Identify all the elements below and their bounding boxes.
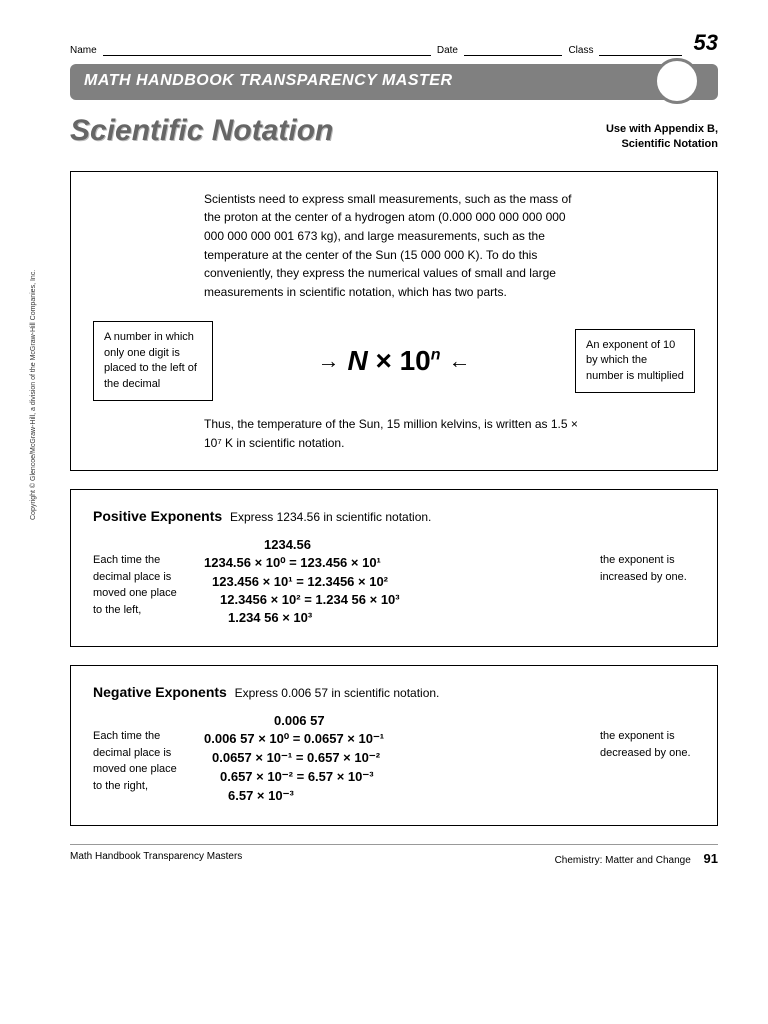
formula-center: → N × 10n ← [223, 345, 565, 377]
main-title: Scientific Notation [70, 114, 333, 148]
positive-exponents-box: Positive Exponents Express 1234.56 in sc… [70, 489, 718, 647]
formula-ten: 10 [400, 345, 431, 376]
neg-line0: 0.006 57 [204, 713, 584, 728]
title-row: Scientific Notation Use with Appendix B,… [70, 114, 718, 153]
positive-title: Positive Exponents [93, 508, 222, 524]
negative-equations: 0.006 57 0.006 57 × 10⁰ = 0.0657 × 10⁻¹ … [204, 710, 584, 807]
positive-equations: 1234.56 1234.56 × 10⁰ = 123.456 × 10¹ 12… [204, 534, 584, 628]
positive-heading: Positive Exponents Express 1234.56 in sc… [93, 508, 695, 524]
footer: Math Handbook Transparency Masters Chemi… [70, 844, 718, 866]
banner-number: 1 [670, 67, 683, 95]
positive-content: Each time the decimal place is moved one… [93, 534, 695, 628]
pos-line0: 1234.56 [204, 537, 584, 552]
thus-text: Thus, the temperature of the Sun, 15 mil… [204, 415, 584, 452]
negative-right-note: the exponent is decreased by one. [600, 710, 695, 761]
arrow-left-icon: ← [449, 348, 471, 374]
negative-exponents-box: Negative Exponents Express 0.006 57 in s… [70, 665, 718, 826]
positive-prompt: Express 1234.56 in scientific notation. [230, 510, 431, 524]
negative-content: Each time the decimal place is moved one… [93, 710, 695, 807]
negative-prompt: Express 0.006 57 in scientific notation. [235, 686, 440, 700]
negative-left-note: Each time the decimal place is moved one… [93, 710, 188, 794]
intro-box: Scientists need to express small measure… [70, 171, 718, 471]
neg-line1: 0.006 57 × 10⁰ = 0.0657 × 10⁻¹ [204, 731, 584, 747]
class-line [599, 44, 681, 56]
use-with-line2: Scientific Notation [606, 137, 718, 152]
formula-n: N [347, 345, 367, 376]
use-with: Use with Appendix B, Scientific Notation [606, 114, 718, 153]
negative-heading: Negative Exponents Express 0.006 57 in s… [93, 684, 695, 700]
positive-left-note: Each time the decimal place is moved one… [93, 534, 188, 618]
name-line [103, 44, 431, 56]
left-definition-box: A number in which only one digit is plac… [93, 321, 213, 401]
negative-title: Negative Exponents [93, 684, 227, 700]
banner-number-circle: 1 [654, 58, 700, 104]
use-with-line1: Use with Appendix B, [606, 122, 718, 137]
neg-line4: 6.57 × 10⁻³ [204, 788, 584, 804]
formula: N × 10n [347, 345, 440, 377]
formula-exp: n [431, 347, 441, 364]
formula-row: A number in which only one digit is plac… [93, 321, 695, 401]
neg-line3: 0.657 × 10⁻² = 6.57 × 10⁻³ [204, 769, 584, 785]
name-label: Name [70, 45, 97, 56]
footer-left: Math Handbook Transparency Masters [70, 851, 242, 866]
intro-text: Scientists need to express small measure… [204, 190, 584, 302]
top-page-number: 53 [694, 30, 718, 56]
pos-line2: 123.456 × 10¹ = 12.3456 × 10² [204, 574, 584, 589]
neg-line2: 0.0657 × 10⁻¹ = 0.657 × 10⁻² [204, 750, 584, 766]
footer-page: 91 [704, 851, 718, 866]
arrow-right-icon: → [317, 348, 339, 374]
positive-right-note: the exponent is increased by one. [600, 534, 695, 585]
formula-times: × [375, 345, 391, 376]
banner-title: MATH HANDBOOK TRANSPARENCY MASTER [84, 72, 453, 89]
date-label: Date [437, 45, 458, 56]
pos-line4: 1.234 56 × 10³ [204, 610, 584, 625]
pos-line1: 1234.56 × 10⁰ = 123.456 × 10¹ [204, 555, 584, 571]
header-fields: Name Date Class 53 [70, 30, 718, 56]
footer-book: Chemistry: Matter and Change [555, 855, 691, 866]
right-definition-box: An exponent of 10 by which the number is… [575, 329, 695, 393]
class-label: Class [568, 45, 593, 56]
date-line [464, 44, 562, 56]
copyright-text: Copyright © Glencoe/McGraw-Hill, a divis… [30, 220, 37, 520]
pos-line3: 12.3456 × 10² = 1.234 56 × 10³ [204, 592, 584, 607]
banner: MATH HANDBOOK TRANSPARENCY MASTER 1 [70, 64, 718, 100]
footer-right: Chemistry: Matter and Change 91 [555, 851, 718, 866]
